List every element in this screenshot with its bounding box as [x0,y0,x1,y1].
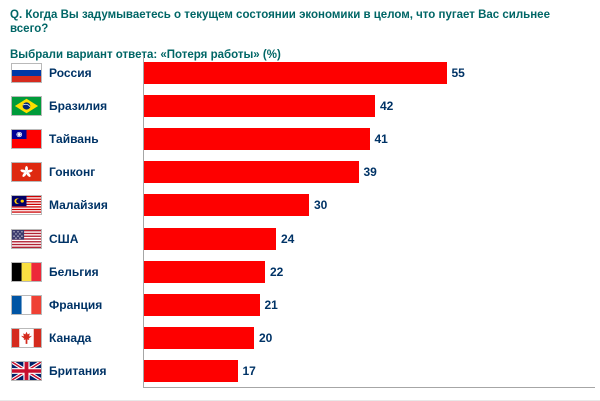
chart-row: Британия 17 [0,355,600,388]
flag-taiwan-icon [11,129,42,149]
country-label: Тайвань [49,132,99,146]
country-label: Россия [49,65,92,80]
bar-area: 22 [143,255,600,288]
value-label: 41 [374,132,388,146]
bar-area: 20 [143,322,600,355]
country-label: Бразилия [49,98,108,113]
chart-row: Малайзия 30 [0,189,600,222]
value-label: 24 [281,231,295,246]
chart-subtitle: Выбрали вариант ответа: «Потеря работы» … [10,48,281,61]
chart-rows: Россия 55 Бразилия 42 Тайвань 41 Гонконг… [0,56,600,388]
bar [144,128,370,150]
flag-usa-icon [11,228,42,249]
bar-area: 30 [143,189,600,222]
country-label: Малайзия [49,198,108,213]
bar [144,227,276,250]
bar [144,294,260,317]
country-label: Бельгия [49,264,99,279]
value-label: 55 [451,65,465,80]
bar-area: 24 [143,222,600,255]
chart-row: Россия 55 [0,56,600,89]
flag-france-icon [11,295,42,316]
country-label: Британия [49,364,107,379]
bar [144,94,375,117]
value-label: 21 [264,298,278,313]
bar-chart: Россия 55 Бразилия 42 Тайвань 41 Гонконг… [0,56,600,388]
chart-row: Бразилия 42 [0,89,600,122]
flag-belgium-icon [11,261,42,282]
chart-row: Франция 21 [0,288,600,321]
flag-canada-icon [11,328,42,349]
flag-uk-icon [11,361,42,382]
value-label: 39 [363,165,377,180]
chart-row: Тайвань 41 [0,122,600,155]
flag-malaysia-icon [11,195,42,216]
chart-row: Канада 20 [0,322,600,355]
flag-hongkong-icon [11,162,42,183]
bar-area: 39 [143,156,600,189]
country-label: Канада [49,331,92,346]
value-label: 17 [242,364,256,379]
country-label: Франция [49,298,103,313]
chart-question: Q. Когда Вы задумываетесь о текущем сост… [10,9,550,36]
flag-russia-icon [11,62,42,83]
bar [144,360,238,383]
bar [144,260,265,283]
bar-area: 55 [143,56,600,89]
bar-area: 21 [143,288,600,321]
bar [144,327,254,350]
chart-row: Бельгия 22 [0,255,600,288]
bar [144,161,359,184]
chart-row: Гонконг 39 [0,156,600,189]
chart-row: США 24 [0,222,600,255]
value-label: 30 [314,198,328,213]
chart-header: Q. Когда Вы задумываетесь о текущем сост… [0,0,600,61]
bar [144,194,309,217]
bar-area: 42 [143,89,600,122]
value-label: 42 [380,98,394,113]
value-label: 22 [270,264,284,279]
value-label: 20 [259,331,273,346]
bar-area: 41 [143,122,600,155]
flag-brazil-icon [11,95,42,116]
bar [144,61,447,84]
country-label: Гонконг [49,165,96,180]
bar-area: 17 [143,355,600,388]
country-label: США [49,231,79,246]
